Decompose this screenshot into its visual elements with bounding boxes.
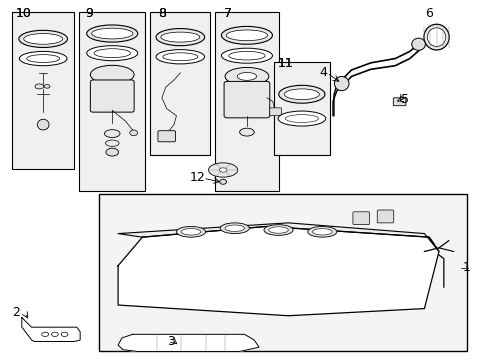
Text: 10: 10 <box>16 7 32 20</box>
Ellipse shape <box>221 48 272 63</box>
Ellipse shape <box>278 111 325 126</box>
Polygon shape <box>22 318 80 342</box>
Bar <box>149 12 210 155</box>
Text: 1: 1 <box>461 261 469 274</box>
FancyBboxPatch shape <box>392 98 405 106</box>
Ellipse shape <box>208 163 237 177</box>
Polygon shape <box>118 334 259 351</box>
Bar <box>99 194 466 351</box>
Ellipse shape <box>156 28 204 46</box>
Text: 3: 3 <box>166 335 174 348</box>
Ellipse shape <box>91 28 133 39</box>
Text: 11: 11 <box>277 57 293 70</box>
Ellipse shape <box>27 55 60 63</box>
Ellipse shape <box>129 130 137 136</box>
Ellipse shape <box>90 65 134 84</box>
Text: 11: 11 <box>277 57 293 70</box>
Ellipse shape <box>307 226 336 237</box>
Ellipse shape <box>86 46 138 61</box>
Ellipse shape <box>104 130 120 138</box>
FancyBboxPatch shape <box>90 80 134 112</box>
Text: 8: 8 <box>158 7 165 20</box>
Ellipse shape <box>334 76 348 91</box>
Text: 7: 7 <box>223 7 231 20</box>
Ellipse shape <box>61 332 68 337</box>
Text: 12: 12 <box>190 171 205 184</box>
Text: 5: 5 <box>400 93 408 106</box>
Ellipse shape <box>264 225 292 235</box>
Polygon shape <box>118 223 438 251</box>
Text: 8: 8 <box>158 7 165 20</box>
Ellipse shape <box>224 67 268 85</box>
Ellipse shape <box>284 89 319 100</box>
Text: 6: 6 <box>425 7 432 20</box>
Text: 7: 7 <box>223 7 231 20</box>
Ellipse shape <box>106 148 118 156</box>
Ellipse shape <box>224 225 244 231</box>
Ellipse shape <box>156 50 204 64</box>
Text: 9: 9 <box>85 7 93 20</box>
Ellipse shape <box>176 226 205 237</box>
Ellipse shape <box>268 227 287 233</box>
FancyBboxPatch shape <box>158 131 175 142</box>
Ellipse shape <box>94 49 130 58</box>
Ellipse shape <box>221 26 272 44</box>
Ellipse shape <box>411 38 425 50</box>
Ellipse shape <box>278 85 325 103</box>
Ellipse shape <box>226 30 267 41</box>
Ellipse shape <box>24 33 62 44</box>
Bar <box>273 62 329 155</box>
Ellipse shape <box>19 30 67 48</box>
FancyBboxPatch shape <box>224 81 269 118</box>
Ellipse shape <box>427 28 445 46</box>
Ellipse shape <box>423 24 448 50</box>
Ellipse shape <box>105 140 119 147</box>
Ellipse shape <box>219 168 226 172</box>
FancyBboxPatch shape <box>376 210 393 223</box>
Ellipse shape <box>51 332 58 337</box>
Ellipse shape <box>35 84 43 89</box>
Polygon shape <box>118 226 438 316</box>
Ellipse shape <box>37 119 49 130</box>
FancyBboxPatch shape <box>352 212 369 225</box>
Ellipse shape <box>312 229 331 235</box>
Bar <box>12 12 74 169</box>
Text: 2: 2 <box>12 306 20 319</box>
Ellipse shape <box>285 114 318 122</box>
Text: 4: 4 <box>319 66 327 79</box>
Ellipse shape <box>163 53 198 61</box>
Bar <box>215 12 278 191</box>
FancyBboxPatch shape <box>269 108 281 116</box>
Ellipse shape <box>219 179 226 184</box>
Ellipse shape <box>20 51 67 66</box>
Ellipse shape <box>41 332 48 337</box>
Text: 10: 10 <box>16 7 32 20</box>
Bar <box>79 12 144 191</box>
Ellipse shape <box>181 229 201 235</box>
Ellipse shape <box>228 51 264 60</box>
Ellipse shape <box>86 25 138 42</box>
Ellipse shape <box>220 223 249 234</box>
Ellipse shape <box>239 128 254 136</box>
Ellipse shape <box>161 32 200 42</box>
Text: 9: 9 <box>85 7 93 20</box>
Ellipse shape <box>44 85 50 88</box>
Ellipse shape <box>237 72 256 80</box>
